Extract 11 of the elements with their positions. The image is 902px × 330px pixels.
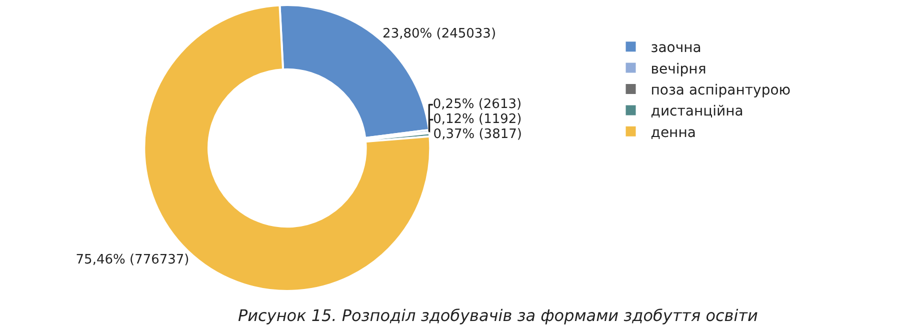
data-label: 0,25% (2613): [432, 97, 522, 112]
data-label: 0,37% (3817): [433, 127, 522, 142]
legend-label: вечірня: [650, 61, 706, 78]
data-label: 23,80% (245033): [382, 26, 496, 42]
text: Рисунок 15. Розподіл здобувачів за формами здобуття освіти: [238, 306, 758, 325]
data-label: 75,46% (776737): [76, 252, 190, 268]
data-label: 0,12% (1192): [433, 112, 522, 128]
legend-label: дистанційна: [650, 104, 744, 120]
legend-label: денна: [650, 124, 696, 141]
legend-label: поза аспірантурою: [650, 82, 791, 98]
legend-label: заочна: [650, 40, 702, 56]
